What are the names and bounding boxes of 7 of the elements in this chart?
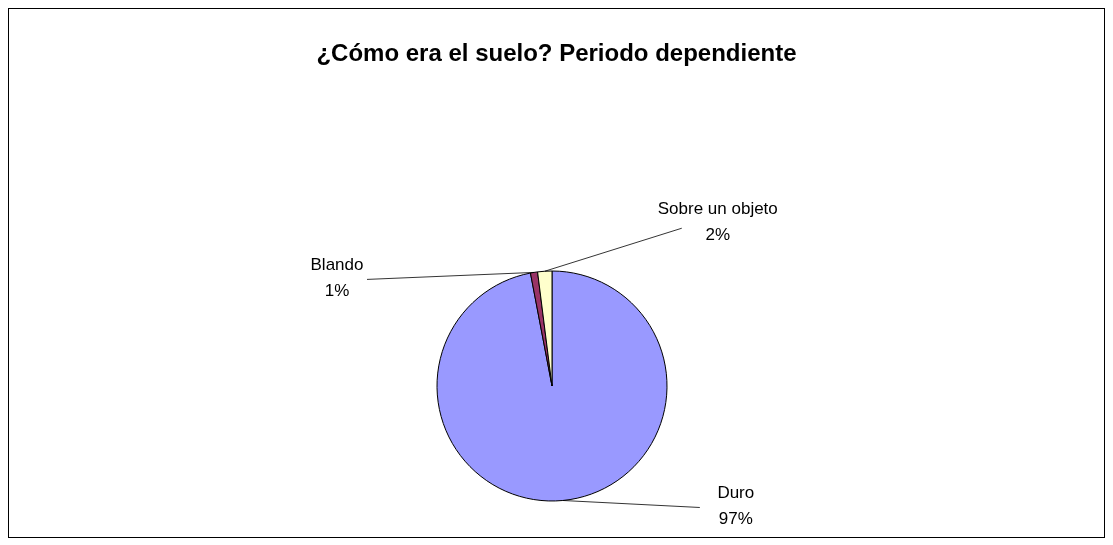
- slice-label: Blando: [310, 255, 364, 275]
- slice-label: Sobre un objeto: [657, 199, 778, 219]
- data-label: 2%: [705, 225, 731, 245]
- slice-label: Duro: [717, 483, 755, 503]
- chart-title: ¿Cómo era el suelo? Periodo dependiente: [315, 39, 798, 67]
- data-label: 97%: [718, 509, 753, 529]
- data-label: 1%: [324, 281, 350, 301]
